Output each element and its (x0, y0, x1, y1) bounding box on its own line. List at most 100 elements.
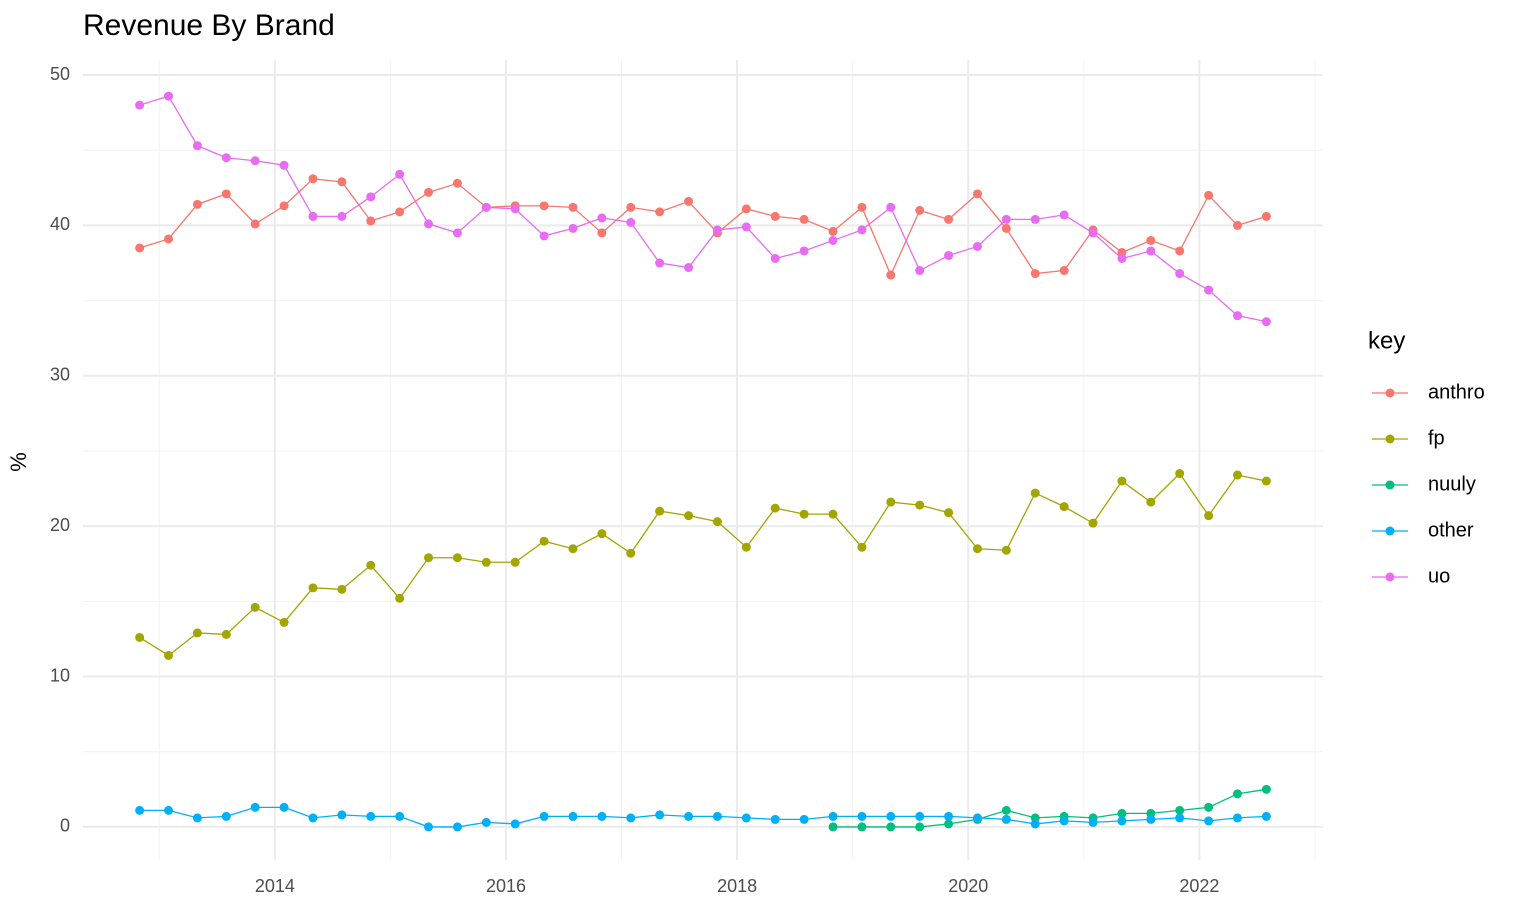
data-point (770, 814, 780, 824)
data-point (510, 204, 520, 214)
data-point (1030, 214, 1040, 224)
data-point (1204, 816, 1214, 826)
x-tick-label: 2018 (717, 876, 757, 896)
data-point (626, 217, 636, 227)
data-point (164, 234, 174, 244)
data-point (539, 811, 549, 821)
data-point (337, 211, 347, 221)
data-point (799, 246, 809, 256)
data-point (684, 196, 694, 206)
data-point (1261, 476, 1271, 486)
data-point (684, 811, 694, 821)
data-point (828, 226, 838, 236)
data-point (1059, 210, 1069, 220)
data-point (828, 822, 838, 832)
series-line (139, 95, 1267, 323)
data-point (1001, 545, 1011, 555)
data-point (164, 805, 174, 815)
data-point (1059, 816, 1069, 826)
data-point (1030, 269, 1040, 279)
series-line (139, 806, 1267, 828)
data-point (539, 201, 549, 211)
data-point (250, 602, 260, 612)
data-point (684, 511, 694, 521)
data-point (424, 553, 434, 563)
data-point (510, 557, 520, 567)
data-point (366, 811, 376, 821)
data-point (972, 544, 982, 554)
data-point (655, 258, 665, 268)
data-point (135, 805, 145, 815)
data-point (337, 584, 347, 594)
y-axis-label: % (6, 452, 31, 472)
data-point (192, 628, 202, 638)
data-point (568, 811, 578, 821)
data-point (424, 187, 434, 197)
data-point (481, 557, 491, 567)
data-point (481, 817, 491, 827)
data-point (1146, 235, 1156, 245)
data-point (1059, 502, 1069, 512)
legend-point (1385, 526, 1395, 536)
data-point (799, 814, 809, 824)
data-point (1059, 266, 1069, 276)
data-point (799, 509, 809, 519)
data-point (279, 160, 289, 170)
data-point (221, 189, 231, 199)
data-point (192, 199, 202, 209)
data-point (1232, 813, 1242, 823)
data-point (597, 228, 607, 238)
data-point (1146, 497, 1156, 507)
data-point (366, 216, 376, 226)
data-point (1117, 816, 1127, 826)
data-point (828, 811, 838, 821)
data-point (972, 241, 982, 251)
series-line (833, 788, 1267, 828)
data-point (1175, 813, 1185, 823)
legend-label: anthro (1428, 381, 1485, 403)
data-point (568, 223, 578, 233)
data-point (655, 506, 665, 516)
data-point (944, 819, 954, 829)
data-point (192, 813, 202, 823)
data-point (424, 219, 434, 229)
x-tick-label: 2016 (486, 876, 526, 896)
data-point (1232, 470, 1242, 480)
data-point (684, 263, 694, 273)
data-point (1232, 220, 1242, 230)
data-point (250, 156, 260, 166)
data-point (1117, 253, 1127, 263)
data-point (279, 617, 289, 627)
legend-label: uo (1428, 565, 1450, 587)
data-point (1232, 789, 1242, 799)
y-tick-label: 50 (50, 64, 70, 84)
data-point (308, 583, 318, 593)
data-point (337, 177, 347, 187)
data-point (857, 202, 867, 212)
legend-label: other (1428, 519, 1474, 541)
data-point (221, 811, 231, 821)
data-point (828, 235, 838, 245)
data-point (135, 100, 145, 110)
data-point (712, 517, 722, 527)
data-point (279, 802, 289, 812)
legend-point (1385, 480, 1395, 490)
x-tick-label: 2020 (948, 876, 988, 896)
data-point (799, 214, 809, 224)
data-point (452, 822, 462, 832)
data-point (366, 192, 376, 202)
data-point (915, 266, 925, 276)
data-point (741, 222, 751, 232)
y-tick-label: 10 (50, 665, 70, 685)
data-point (1088, 518, 1098, 528)
data-point (424, 822, 434, 832)
data-point (886, 497, 896, 507)
data-point (712, 811, 722, 821)
legend-point (1385, 572, 1395, 582)
data-point (1175, 469, 1185, 479)
data-point (192, 141, 202, 151)
data-point (712, 225, 722, 235)
data-point (886, 202, 896, 212)
data-point (135, 243, 145, 253)
data-point (741, 204, 751, 214)
